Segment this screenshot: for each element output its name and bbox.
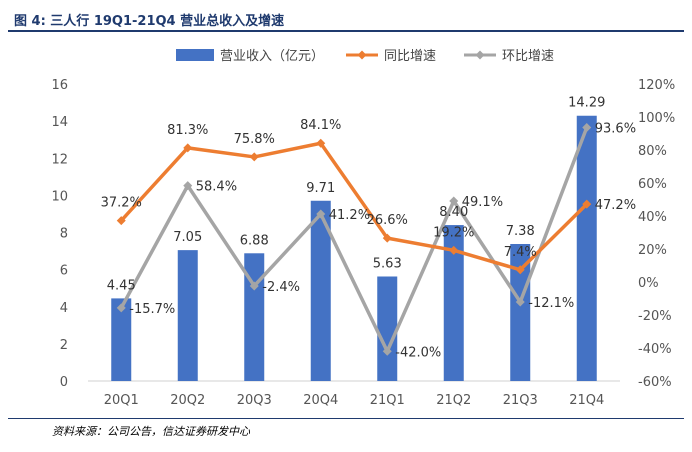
qoq-growth-marker [183, 181, 193, 191]
y-right-tick-label: 0% [638, 276, 659, 291]
bar [377, 276, 398, 381]
yoy-growth-line [119, 141, 588, 272]
qoq-growth-line [119, 126, 589, 354]
y-right-tick-label: 100% [638, 111, 675, 126]
x-tick-label: 21Q2 [436, 393, 471, 408]
qoq-data-label: 41.2% [329, 208, 370, 223]
qoq-growth-marker [316, 209, 326, 219]
legend-label-qoq: 环比增速 [502, 49, 554, 64]
bar-data-label: 14.29 [568, 96, 605, 111]
qoq-growth-marker [449, 196, 459, 206]
y-right-tick-label: 40% [638, 210, 667, 225]
source-divider [8, 418, 684, 419]
y-right-tick-label: 120% [638, 78, 675, 93]
yoy-data-label: 75.8% [234, 132, 275, 147]
qoq-data-label: -12.1% [528, 296, 574, 311]
yoy-data-label: 7.4% [504, 245, 537, 260]
qoq-growth-marker [515, 297, 525, 307]
yoy-growth-marker [249, 152, 259, 162]
legend-label-revenue: 营业收入（亿元） [220, 49, 324, 64]
yoy-data-label: 19.2% [433, 225, 474, 240]
qoq-growth-marker [382, 346, 392, 356]
bar-data-label: 7.38 [506, 224, 535, 239]
x-tick-label: 21Q3 [503, 393, 538, 408]
bar-data-label: 7.05 [173, 230, 202, 245]
y-right-tick-label: -40% [638, 342, 672, 357]
yoy-growth-marker [316, 138, 326, 148]
yoy-growth-marker [515, 265, 525, 275]
bar [244, 253, 265, 381]
qoq-data-label: -15.7% [129, 302, 175, 317]
x-tick-label: 20Q3 [237, 393, 272, 408]
x-tick-label: 20Q4 [303, 393, 338, 408]
yoy-growth-marker [116, 216, 126, 226]
qoq-data-label: 93.6% [595, 122, 636, 137]
yoy-growth-marker [582, 199, 592, 209]
y-left-tick-label: 16 [51, 78, 68, 93]
bar-data-label: 5.63 [373, 256, 402, 271]
y-right-tick-label: -60% [638, 375, 672, 390]
y-right-tick-label: 80% [638, 144, 667, 159]
bar [510, 244, 531, 381]
qoq-data-label: -2.4% [262, 280, 300, 295]
yoy-data-label: 81.3% [167, 123, 208, 138]
yoy-data-label: 26.6% [367, 213, 408, 228]
x-tick-label: 21Q4 [569, 393, 604, 408]
bar-data-label: 6.88 [240, 233, 269, 248]
yoy-growth-marker [382, 233, 392, 243]
x-tick-label: 20Q2 [170, 393, 205, 408]
y-left-tick-label: 8 [60, 227, 68, 242]
figure-title: 图 4: 三人行 19Q1-21Q4 营业总收入及增速 [14, 14, 285, 29]
source-note: 资料来源：公司公告，信达证券研发中心 [52, 425, 250, 438]
x-tick-label: 20Q1 [104, 393, 139, 408]
bar [177, 250, 198, 381]
bar [111, 298, 132, 381]
bar-data-label: 4.45 [107, 278, 136, 293]
title-bar: 图 4: 三人行 19Q1-21Q4 营业总收入及增速 [8, 4, 684, 32]
x-tick-label: 21Q1 [370, 393, 405, 408]
y-left-tick-label: 4 [60, 301, 68, 316]
legend-swatch-revenue [176, 49, 214, 61]
y-right-tick-label: -20% [638, 309, 672, 324]
bar [576, 115, 597, 381]
y-left-tick-label: 10 [51, 189, 68, 204]
qoq-data-label: 58.4% [196, 180, 237, 195]
legend-marker-yoy [357, 50, 367, 60]
yoy-data-label: 37.2% [101, 196, 142, 211]
qoq-growth-marker [249, 281, 259, 291]
yoy-growth-marker [183, 143, 193, 153]
y-left-tick-label: 2 [60, 338, 68, 353]
y-left-tick-label: 0 [60, 375, 68, 390]
y-left-tick-label: 12 [51, 152, 68, 167]
bar-data-label: 8.40 [439, 205, 468, 220]
bar-data-label: 9.71 [306, 181, 335, 196]
qoq-data-label: -42.0% [395, 345, 441, 360]
y-left-tick-label: 14 [51, 115, 68, 130]
qoq-growth-marker [582, 123, 592, 133]
legend-label-yoy: 同比增速 [384, 49, 436, 64]
yoy-data-label: 47.2% [595, 198, 636, 213]
y-right-tick-label: 20% [638, 243, 667, 258]
y-right-tick-label: 60% [638, 177, 667, 192]
bar [310, 200, 331, 381]
bar [443, 225, 464, 381]
yoy-data-label: 84.1% [300, 118, 341, 133]
qoq-growth-marker [116, 303, 126, 313]
yoy-growth-marker [449, 245, 459, 255]
y-left-tick-label: 6 [60, 264, 68, 279]
legend-marker-qoq [475, 50, 485, 60]
qoq-data-label: 49.1% [462, 195, 503, 210]
